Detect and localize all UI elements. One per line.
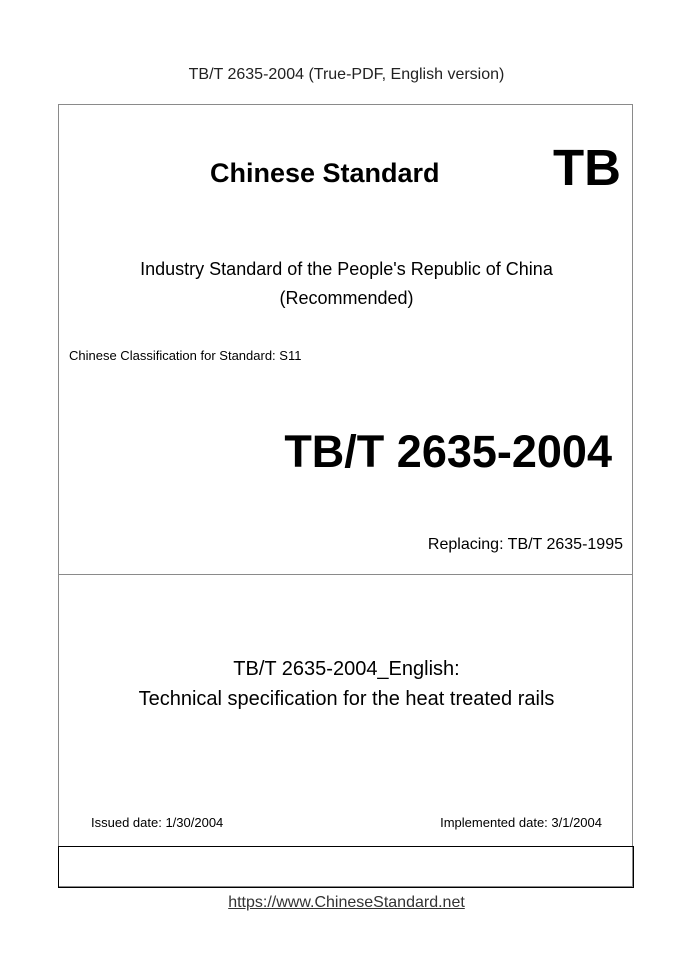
document-title-line-1: TB/T 2635-2004_English: [233, 658, 460, 680]
cover-heading: Chinese Standard [210, 158, 440, 188]
standard-code-prefix: TB [553, 139, 621, 196]
standard-number: TB/T 2635-2004 [284, 426, 612, 477]
industry-line-1: Industry Standard of the People's Republ… [140, 259, 553, 279]
classification: Chinese Classification for Standard: S11 [69, 348, 302, 363]
footer-box [58, 846, 634, 888]
cover-frame [58, 104, 633, 887]
issued-date: Issued date: 1/30/2004 [91, 815, 224, 830]
page-header-title: TB/T 2635-2004 (True-PDF, English versio… [188, 66, 505, 83]
website-link[interactable]: https://www.ChineseStandard.net [228, 894, 465, 911]
industry-line-2: (Recommended) [279, 288, 414, 308]
section-divider [58, 574, 633, 575]
replacing: Replacing: TB/T 2635-1995 [427, 536, 623, 553]
document-title-line-2: Technical specification for the heat tre… [138, 688, 555, 710]
implemented-date: Implemented date: 3/1/2004 [440, 815, 602, 830]
